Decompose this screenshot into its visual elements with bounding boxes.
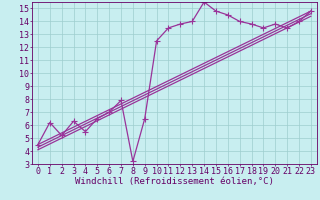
X-axis label: Windchill (Refroidissement éolien,°C): Windchill (Refroidissement éolien,°C) (75, 177, 274, 186)
